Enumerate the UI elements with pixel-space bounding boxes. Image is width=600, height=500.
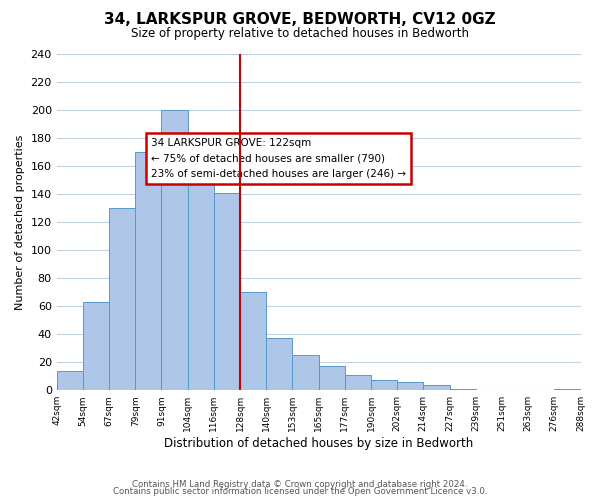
Bar	[371, 380, 397, 390]
Bar	[135, 152, 161, 390]
Bar	[161, 110, 188, 390]
Bar	[345, 375, 371, 390]
Bar	[266, 338, 292, 390]
Bar	[240, 292, 266, 390]
Bar	[188, 176, 214, 390]
Bar	[292, 355, 319, 390]
X-axis label: Distribution of detached houses by size in Bedworth: Distribution of detached houses by size …	[164, 437, 473, 450]
Bar	[397, 382, 424, 390]
Text: 34, LARKSPUR GROVE, BEDWORTH, CV12 0GZ: 34, LARKSPUR GROVE, BEDWORTH, CV12 0GZ	[104, 12, 496, 28]
Bar	[424, 384, 449, 390]
Bar	[56, 370, 83, 390]
Bar	[109, 208, 135, 390]
Y-axis label: Number of detached properties: Number of detached properties	[15, 134, 25, 310]
Text: Size of property relative to detached houses in Bedworth: Size of property relative to detached ho…	[131, 28, 469, 40]
Bar	[554, 389, 581, 390]
Bar	[319, 366, 345, 390]
Bar	[214, 192, 240, 390]
Text: Contains public sector information licensed under the Open Government Licence v3: Contains public sector information licen…	[113, 488, 487, 496]
Text: 34 LARKSPUR GROVE: 122sqm
← 75% of detached houses are smaller (790)
23% of semi: 34 LARKSPUR GROVE: 122sqm ← 75% of detac…	[151, 138, 406, 179]
Text: Contains HM Land Registry data © Crown copyright and database right 2024.: Contains HM Land Registry data © Crown c…	[132, 480, 468, 489]
Bar	[449, 389, 476, 390]
Bar	[83, 302, 109, 390]
